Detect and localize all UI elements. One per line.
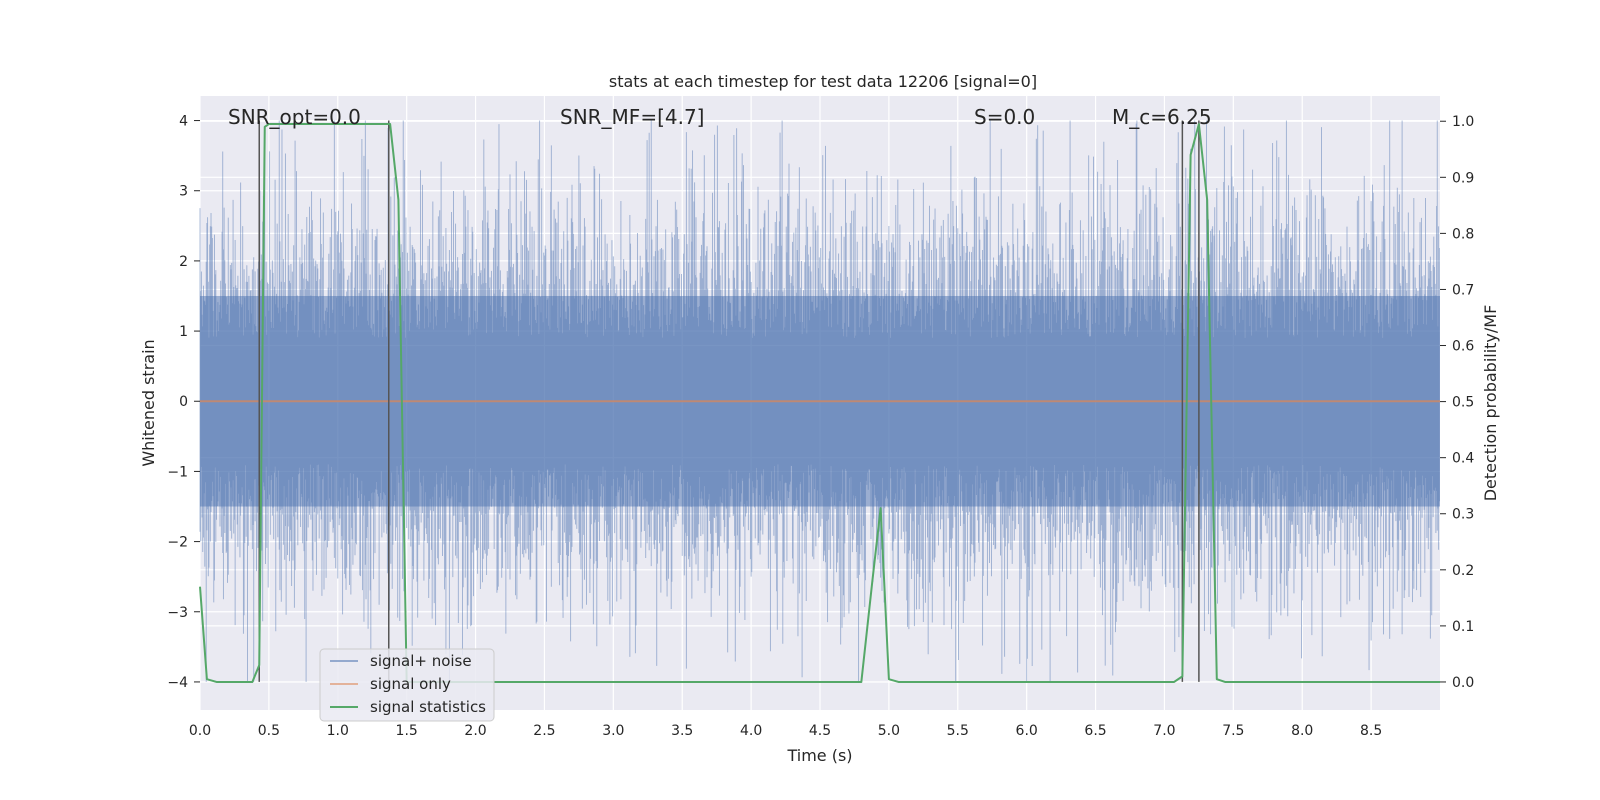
y-axis-right: 0.0 0.1 0.2 0.3 0.4 0.5 0.6 0.7 0.8 0.9 1.0: [1440, 114, 1474, 691]
marker-lines: [258, 120, 1200, 682]
y-tick-right-label: 0.2: [1452, 563, 1474, 579]
y-axis-left-label: Whitened strain: [139, 339, 158, 466]
y-tick-right-label: 0.3: [1452, 507, 1474, 523]
x-tick-label: 7.5: [1222, 723, 1244, 739]
y-tick-left-label: 2: [179, 254, 188, 270]
x-tick-label: 0.5: [258, 723, 280, 739]
legend-label-statistics: signal statistics: [370, 698, 486, 716]
y-tick-left-label: 1: [179, 324, 188, 340]
x-tick-label: 4.5: [809, 723, 831, 739]
x-axis-label: Time (s): [786, 746, 852, 765]
x-tick-label: 3.0: [602, 723, 624, 739]
annotation-mc: M_c=6.25: [1112, 105, 1212, 129]
x-tick-label: 3.5: [671, 723, 693, 739]
y-tick-left-label: −2: [167, 535, 188, 551]
y-tick-right-label: 0.6: [1452, 339, 1474, 355]
noise-trace: [199, 120, 1440, 682]
annotation-s: S=0.0: [974, 105, 1035, 129]
x-tick-label: 6.0: [1016, 723, 1038, 739]
y-tick-left-label: 0: [179, 394, 188, 410]
y-tick-right-label: 0.1: [1452, 619, 1474, 635]
x-tick-label: 0.0: [189, 723, 211, 739]
y-axis-left: −4 −3 −2 −1 0 1 2 3 4: [167, 114, 200, 691]
x-tick-label: 5.0: [878, 723, 900, 739]
legend-label-signal-only: signal only: [370, 675, 451, 693]
x-tick-label: 1.0: [327, 723, 349, 739]
x-tick-label: 1.5: [396, 723, 418, 739]
annotations: SNR_opt=0.0 SNR_MF=[4.7] S=0.0 M_c=6.25: [228, 105, 1212, 129]
legend-label-noise: signal+ noise: [370, 652, 472, 670]
signal-statistics-line: [199, 123, 1440, 683]
x-tick-label: 8.0: [1291, 723, 1313, 739]
y-tick-right-label: 0.7: [1452, 282, 1474, 298]
y-tick-right-label: 0.8: [1452, 226, 1474, 242]
y-tick-left-label: −1: [167, 464, 188, 480]
y-tick-right-label: 1.0: [1452, 114, 1474, 130]
x-axis: 0.0 0.5 1.0 1.5 2.0 2.5 3.0 3.5 4.0 4.5 5.0 5.5 6.0 6…: [189, 723, 1382, 739]
legend: signal+ noise signal only signal statist…: [319, 648, 495, 722]
y-tick-left-label: −3: [167, 605, 188, 621]
annotation-snr-mf: SNR_MF=[4.7]: [560, 105, 704, 129]
x-tick-label: 6.5: [1084, 723, 1106, 739]
y-tick-right-label: 0.9: [1452, 170, 1474, 186]
x-tick-label: 5.5: [947, 723, 969, 739]
y-tick-right-label: 0.5: [1452, 395, 1474, 411]
y-tick-right-label: 0.0: [1452, 675, 1474, 691]
y-tick-left-label: 4: [179, 114, 188, 130]
x-tick-label: 2.5: [533, 723, 555, 739]
y-tick-left-label: −4: [167, 675, 188, 691]
y-tick-right-label: 0.4: [1452, 451, 1474, 467]
x-tick-label: 4.0: [740, 723, 762, 739]
y-tick-left-label: 3: [179, 184, 188, 200]
x-tick-label: 8.5: [1360, 723, 1382, 739]
series-signal-statistics: [199, 123, 1440, 683]
x-tick-label: 2.0: [464, 723, 486, 739]
x-tick-label: 7.0: [1153, 723, 1175, 739]
chart-title: stats at each timestep for test data 122…: [609, 72, 1037, 91]
legend-box: [319, 648, 495, 722]
annotation-snr-opt: SNR_opt=0.0: [228, 105, 361, 129]
y-axis-right-label: Detection probability/MF: [1481, 305, 1500, 502]
